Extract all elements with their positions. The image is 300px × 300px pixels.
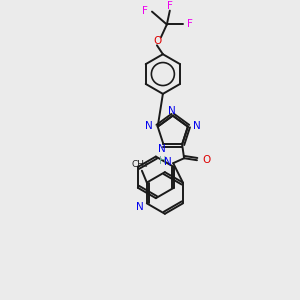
Text: O: O [202, 155, 210, 165]
Text: N: N [145, 121, 153, 130]
Text: F: F [187, 20, 193, 29]
Text: N: N [168, 106, 176, 116]
Text: N: N [158, 144, 165, 154]
Text: N: N [193, 121, 201, 130]
Text: H: H [159, 156, 166, 166]
Text: N: N [136, 202, 144, 212]
Text: N: N [164, 157, 172, 167]
Text: CH₃: CH₃ [132, 160, 148, 169]
Text: F: F [142, 6, 148, 16]
Text: O: O [154, 36, 162, 46]
Text: F: F [167, 1, 173, 11]
